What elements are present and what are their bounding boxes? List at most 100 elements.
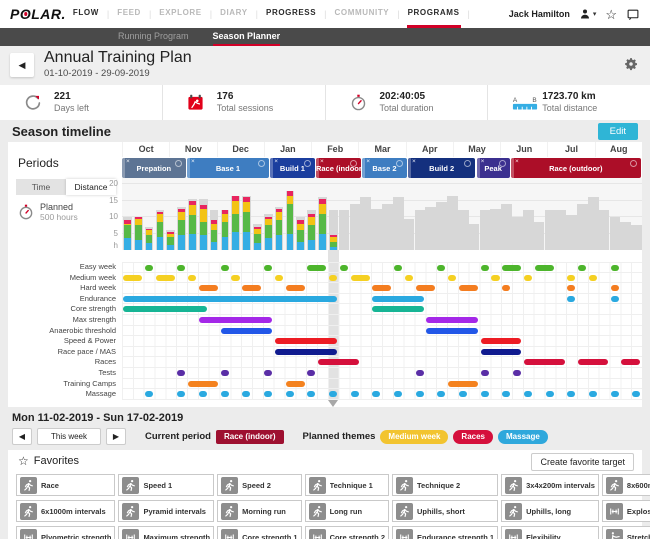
- completed-week-segment-max-red[interactable]: [210, 220, 218, 224]
- favorite-target-endurance-strength-1[interactable]: Endurance strength 1: [392, 526, 499, 539]
- period-block-base-1[interactable]: × Base 1: [187, 158, 269, 178]
- planned-week-bar[interactable]: [468, 223, 480, 250]
- favorite-target-8x600m-intervals[interactable]: 8x600m intervals: [601, 474, 650, 496]
- completed-week-segment-steady-green[interactable]: [232, 213, 240, 232]
- gantt-bar[interactable]: [404, 274, 413, 281]
- gantt-bar[interactable]: [307, 391, 316, 398]
- gantt-bar[interactable]: [155, 274, 175, 281]
- gantt-bar[interactable]: [437, 391, 446, 398]
- gantt-bar[interactable]: [263, 391, 273, 398]
- period-handle-icon[interactable]: [349, 160, 357, 167]
- favorites-star-icon[interactable]: ☆: [605, 6, 617, 22]
- completed-week-segment-max-red[interactable]: [329, 235, 337, 237]
- period-block-prepation[interactable]: × Prepation: [122, 158, 186, 178]
- planned-week-bar[interactable]: [436, 202, 447, 250]
- gantt-bar[interactable]: [177, 391, 186, 398]
- completed-week-segment-hard-yellow[interactable]: [178, 212, 185, 221]
- gantt-bar[interactable]: [415, 369, 424, 376]
- favorite-target-pyramid-intervals[interactable]: Pyramid intervals: [118, 500, 215, 522]
- current-period-badge[interactable]: Race (indoor): [215, 429, 284, 444]
- completed-week-segment-easy-blue[interactable]: [221, 236, 229, 250]
- completed-week-segment-hard-yellow[interactable]: [199, 208, 207, 222]
- completed-week-segment-steady-green[interactable]: [243, 212, 250, 232]
- gantt-bar[interactable]: [350, 274, 370, 281]
- completed-week-segment-hard-yellow[interactable]: [286, 195, 294, 204]
- completed-week-segment-max-red[interactable]: [221, 210, 229, 214]
- gantt-bar[interactable]: [588, 391, 598, 398]
- gantt-bar[interactable]: [621, 359, 641, 366]
- favorite-target-core-strength-1[interactable]: Core strength 1: [217, 526, 302, 539]
- planned-week-bar[interactable]: [555, 210, 567, 250]
- gantt-bar[interactable]: [274, 274, 283, 281]
- gantt-bar[interactable]: [307, 265, 327, 271]
- gantt-bar[interactable]: [274, 348, 338, 355]
- planned-week-bar[interactable]: [631, 225, 642, 250]
- completed-week-segment-max-red[interactable]: [145, 228, 153, 231]
- completed-week-segment-steady-green[interactable]: [221, 221, 229, 237]
- period-block-base-2[interactable]: × Base 2: [362, 158, 407, 178]
- favorite-target-speed-2[interactable]: Speed 2: [217, 474, 302, 496]
- gantt-bar[interactable]: [534, 265, 554, 271]
- completed-week-segment-steady-green[interactable]: [319, 213, 326, 234]
- completed-week-segment-steady-green[interactable]: [329, 241, 337, 247]
- gantt-bar[interactable]: [458, 391, 468, 398]
- completed-week-segment-easy-blue[interactable]: [178, 235, 185, 250]
- period-handle-icon[interactable]: [629, 160, 637, 167]
- planned-week-bar[interactable]: [371, 208, 382, 250]
- gantt-bar[interactable]: [480, 265, 489, 271]
- completed-week-segment-hard-yellow[interactable]: [297, 223, 305, 231]
- gantt-bar[interactable]: [523, 274, 533, 281]
- theme-badge-massage[interactable]: Massage: [498, 429, 548, 444]
- gantt-bar[interactable]: [263, 369, 273, 376]
- period-handle-icon[interactable]: [174, 160, 182, 167]
- gantt-bar[interactable]: [144, 265, 153, 271]
- completed-week-segment-steady-green[interactable]: [167, 236, 175, 246]
- completed-week-segment-max-red[interactable]: [167, 231, 175, 234]
- gantt-bar[interactable]: [372, 306, 424, 313]
- gantt-bar[interactable]: [567, 295, 576, 302]
- gantt-bar[interactable]: [220, 369, 229, 376]
- completed-week-segment-hard-yellow[interactable]: [145, 230, 153, 236]
- completed-week-segment-hard-yellow[interactable]: [189, 205, 196, 216]
- gantt-bar[interactable]: [448, 274, 457, 281]
- gantt-bar[interactable]: [567, 274, 576, 281]
- completed-week-segment-easy-blue[interactable]: [167, 245, 175, 250]
- completed-week-segment-steady-green[interactable]: [156, 221, 164, 237]
- completed-week-segment-easy-blue[interactable]: [297, 241, 305, 250]
- gantt-bar[interactable]: [188, 274, 197, 281]
- nav-item-flow[interactable]: FLOW: [72, 8, 99, 17]
- completed-week-segment-max-red[interactable]: [243, 197, 250, 203]
- nav-item-progress[interactable]: PROGRESS: [266, 8, 317, 17]
- completed-week-segment-max-red[interactable]: [319, 198, 326, 204]
- gantt-bar[interactable]: [437, 265, 446, 271]
- completed-week-segment-easy-blue[interactable]: [189, 233, 196, 250]
- favorite-target-plyometric-strength[interactable]: Plyometric strength: [16, 526, 116, 539]
- completed-week-segment-max-red[interactable]: [308, 213, 315, 217]
- planned-week-bar[interactable]: [328, 210, 338, 250]
- next-week-button[interactable]: ▶: [106, 428, 126, 445]
- planned-week-bar[interactable]: [457, 210, 469, 250]
- create-favorite-target-button[interactable]: Create favorite target: [531, 453, 634, 471]
- favorite-target-3x4x200m-intervals[interactable]: 3x4x200m intervals: [501, 474, 599, 496]
- completed-week-segment-hard-yellow[interactable]: [319, 203, 326, 214]
- favorite-target-technique-2[interactable]: Technique 2: [392, 474, 499, 496]
- planned-week-bar[interactable]: [479, 210, 491, 250]
- completed-week-segment-steady-green[interactable]: [145, 235, 153, 244]
- gantt-bar[interactable]: [578, 359, 608, 366]
- gantt-bar[interactable]: [426, 327, 478, 334]
- gantt-bar[interactable]: [393, 265, 403, 271]
- planned-week-bar[interactable]: [620, 221, 632, 250]
- gantt-bar[interactable]: [588, 274, 598, 281]
- user-icon[interactable]: ▾: [579, 8, 596, 20]
- period-block-build-2[interactable]: × Build 2: [408, 158, 476, 178]
- completed-week-segment-hard-yellow[interactable]: [308, 217, 315, 226]
- planned-week-bar[interactable]: [490, 208, 502, 250]
- gantt-bar[interactable]: [220, 265, 229, 271]
- completed-week-segment-hard-yellow[interactable]: [156, 213, 164, 222]
- period-remove-icon[interactable]: ×: [191, 158, 195, 165]
- gantt-bar[interactable]: [502, 265, 522, 271]
- gantt-bar[interactable]: [144, 391, 153, 398]
- completed-week-segment-max-red[interactable]: [199, 205, 207, 209]
- gantt-bar[interactable]: [123, 274, 143, 281]
- theme-badge-medium-week[interactable]: Medium week: [380, 429, 449, 444]
